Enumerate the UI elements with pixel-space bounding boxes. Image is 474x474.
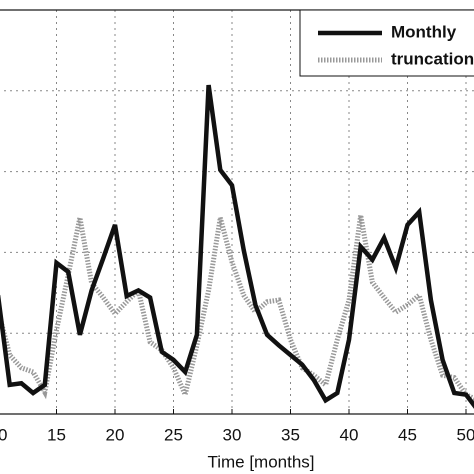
x-tick-label: 30: [223, 425, 242, 444]
series-line: [0, 214, 474, 403]
x-tick-label: 25: [164, 425, 183, 444]
x-tick-label: 50: [457, 425, 474, 444]
x-tick-label: 10: [0, 425, 7, 444]
x-tick-label: 20: [106, 425, 125, 444]
x-tick-label: 40: [340, 425, 359, 444]
x-tick-label: 15: [47, 425, 66, 444]
x-tick-label: 45: [398, 425, 417, 444]
x-axis-label: Time [months]: [207, 452, 314, 471]
plot-frame: [0, 9, 474, 415]
legend-label: truncation: [391, 49, 474, 68]
series-line: [0, 84, 474, 409]
legend: Monthly truncation: [299, 9, 474, 77]
legend-box: [299, 9, 474, 77]
legend-label: Monthly: [391, 22, 457, 41]
x-tick-label: 35: [281, 425, 300, 444]
